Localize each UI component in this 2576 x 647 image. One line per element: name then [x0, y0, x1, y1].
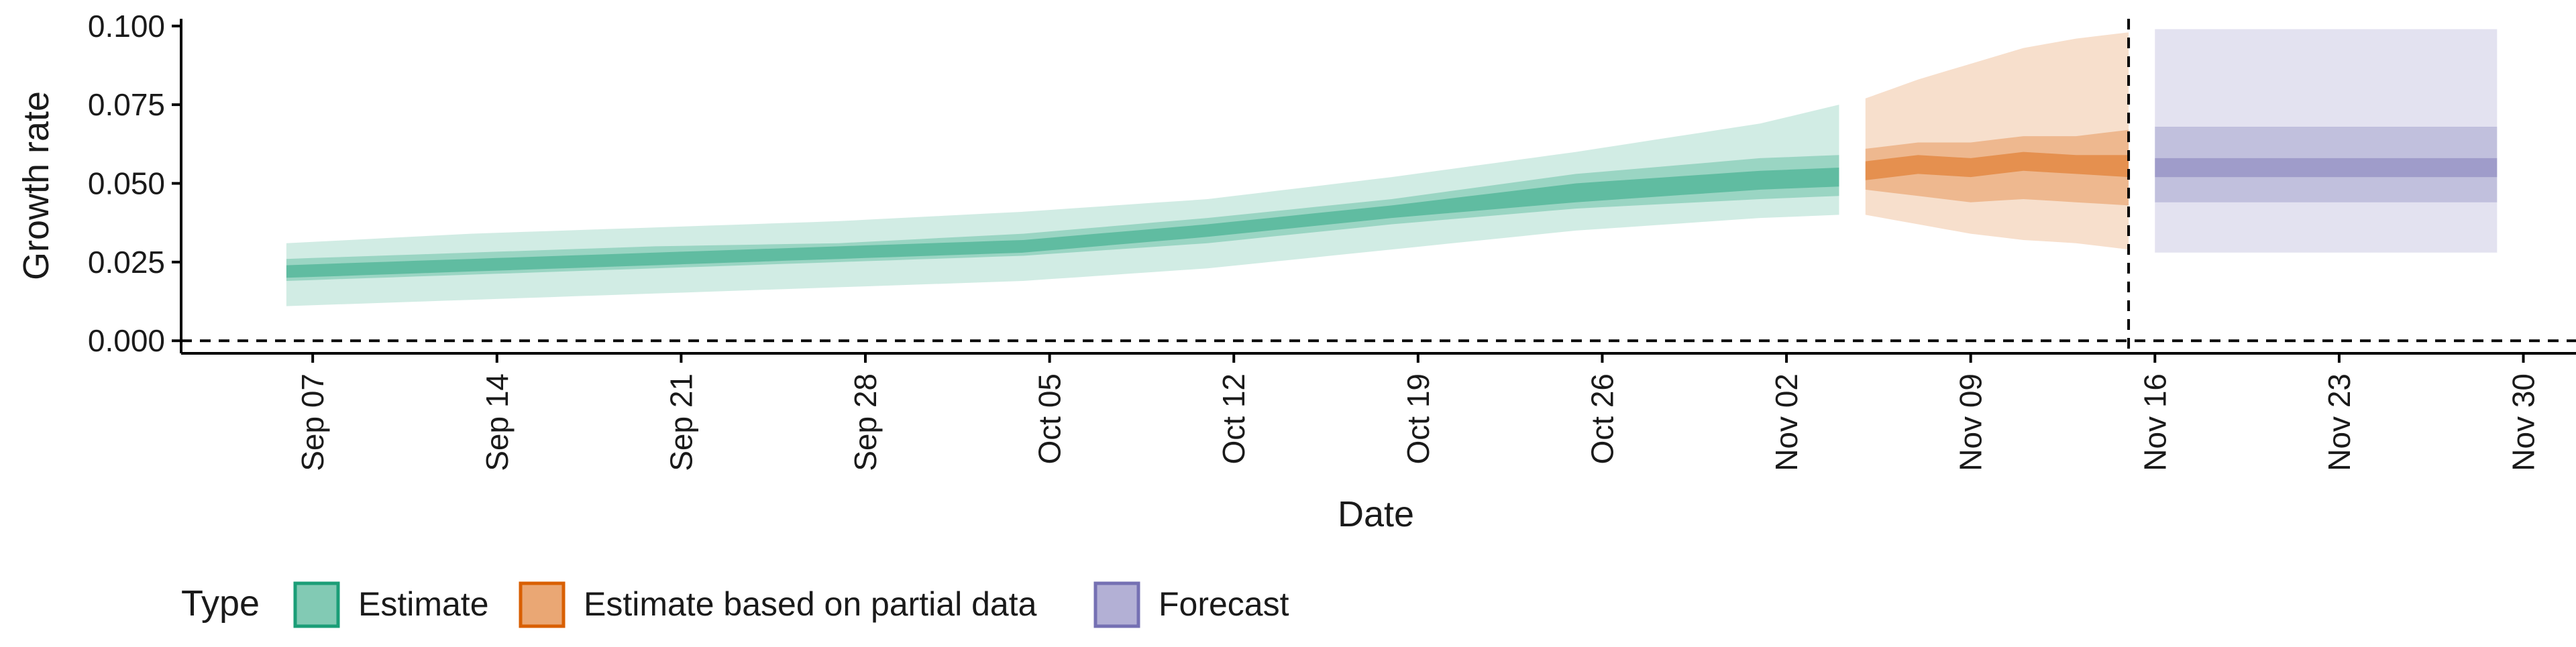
forecast-band-20: [2155, 158, 2498, 178]
x-tick-label: Sep 14: [480, 373, 515, 471]
y-tick-label: 0.100: [88, 9, 165, 44]
y-axis-title: Growth rate: [16, 91, 56, 280]
legend-label-estimate: Estimate: [358, 585, 489, 623]
x-tick-label: Oct 26: [1585, 373, 1619, 465]
estimate-band-20: [286, 168, 1839, 278]
x-tick-label: Nov 09: [1953, 373, 1988, 471]
x-tick-label: Nov 30: [2506, 373, 2541, 471]
x-tick-label: Oct 12: [1216, 373, 1251, 465]
estimate-band-50: [286, 155, 1839, 281]
x-tick-label: Sep 21: [663, 373, 698, 471]
legend-key-estimate-based-on-partial-data: [519, 581, 566, 628]
legend-key-forecast: [1093, 581, 1140, 628]
estimate-based-on-partial-data-band-90: [1865, 32, 2129, 250]
forecast-band-50: [2155, 127, 2498, 202]
y-tick-label: 0.000: [88, 323, 165, 358]
x-tick-label: Nov 16: [2137, 373, 2172, 471]
reference-lines: [181, 19, 2576, 353]
x-tick-label: Sep 28: [848, 373, 883, 471]
x-axis-title: Date: [1338, 494, 1414, 534]
legend-label-estimate-based-on-partial-data: Estimate based on partial data: [584, 585, 1037, 623]
x-tick-label: Oct 05: [1032, 373, 1067, 465]
estimate-band-90: [286, 105, 1839, 306]
estimate-based-on-partial-data-band-20: [1865, 152, 2129, 180]
estimate-based-on-partial-data-band-50: [1865, 129, 2129, 206]
legend-title: Type: [181, 583, 260, 624]
bands-layer: [286, 29, 2498, 306]
y-tick-label: 0.075: [88, 87, 165, 122]
x-tick-label: Oct 19: [1401, 373, 1436, 465]
legend: Type Estimate Estimate based on partial d…: [181, 581, 1289, 628]
y-tick-label: 0.025: [88, 245, 165, 280]
forecast-band-90: [2155, 29, 2498, 253]
x-tick-label: Sep 07: [295, 373, 330, 471]
x-tick-label: Nov 23: [2322, 373, 2357, 471]
y-tick-label: 0.050: [88, 166, 165, 201]
axes: 0.000 0.025 0.050 0.075 0.100 Sep 07 Sep 14 Sep…: [88, 9, 2576, 471]
legend-key-estimate: [293, 581, 340, 628]
x-tick-label: Nov 02: [1769, 373, 1804, 471]
legend-label-forecast: Forecast: [1159, 585, 1289, 623]
